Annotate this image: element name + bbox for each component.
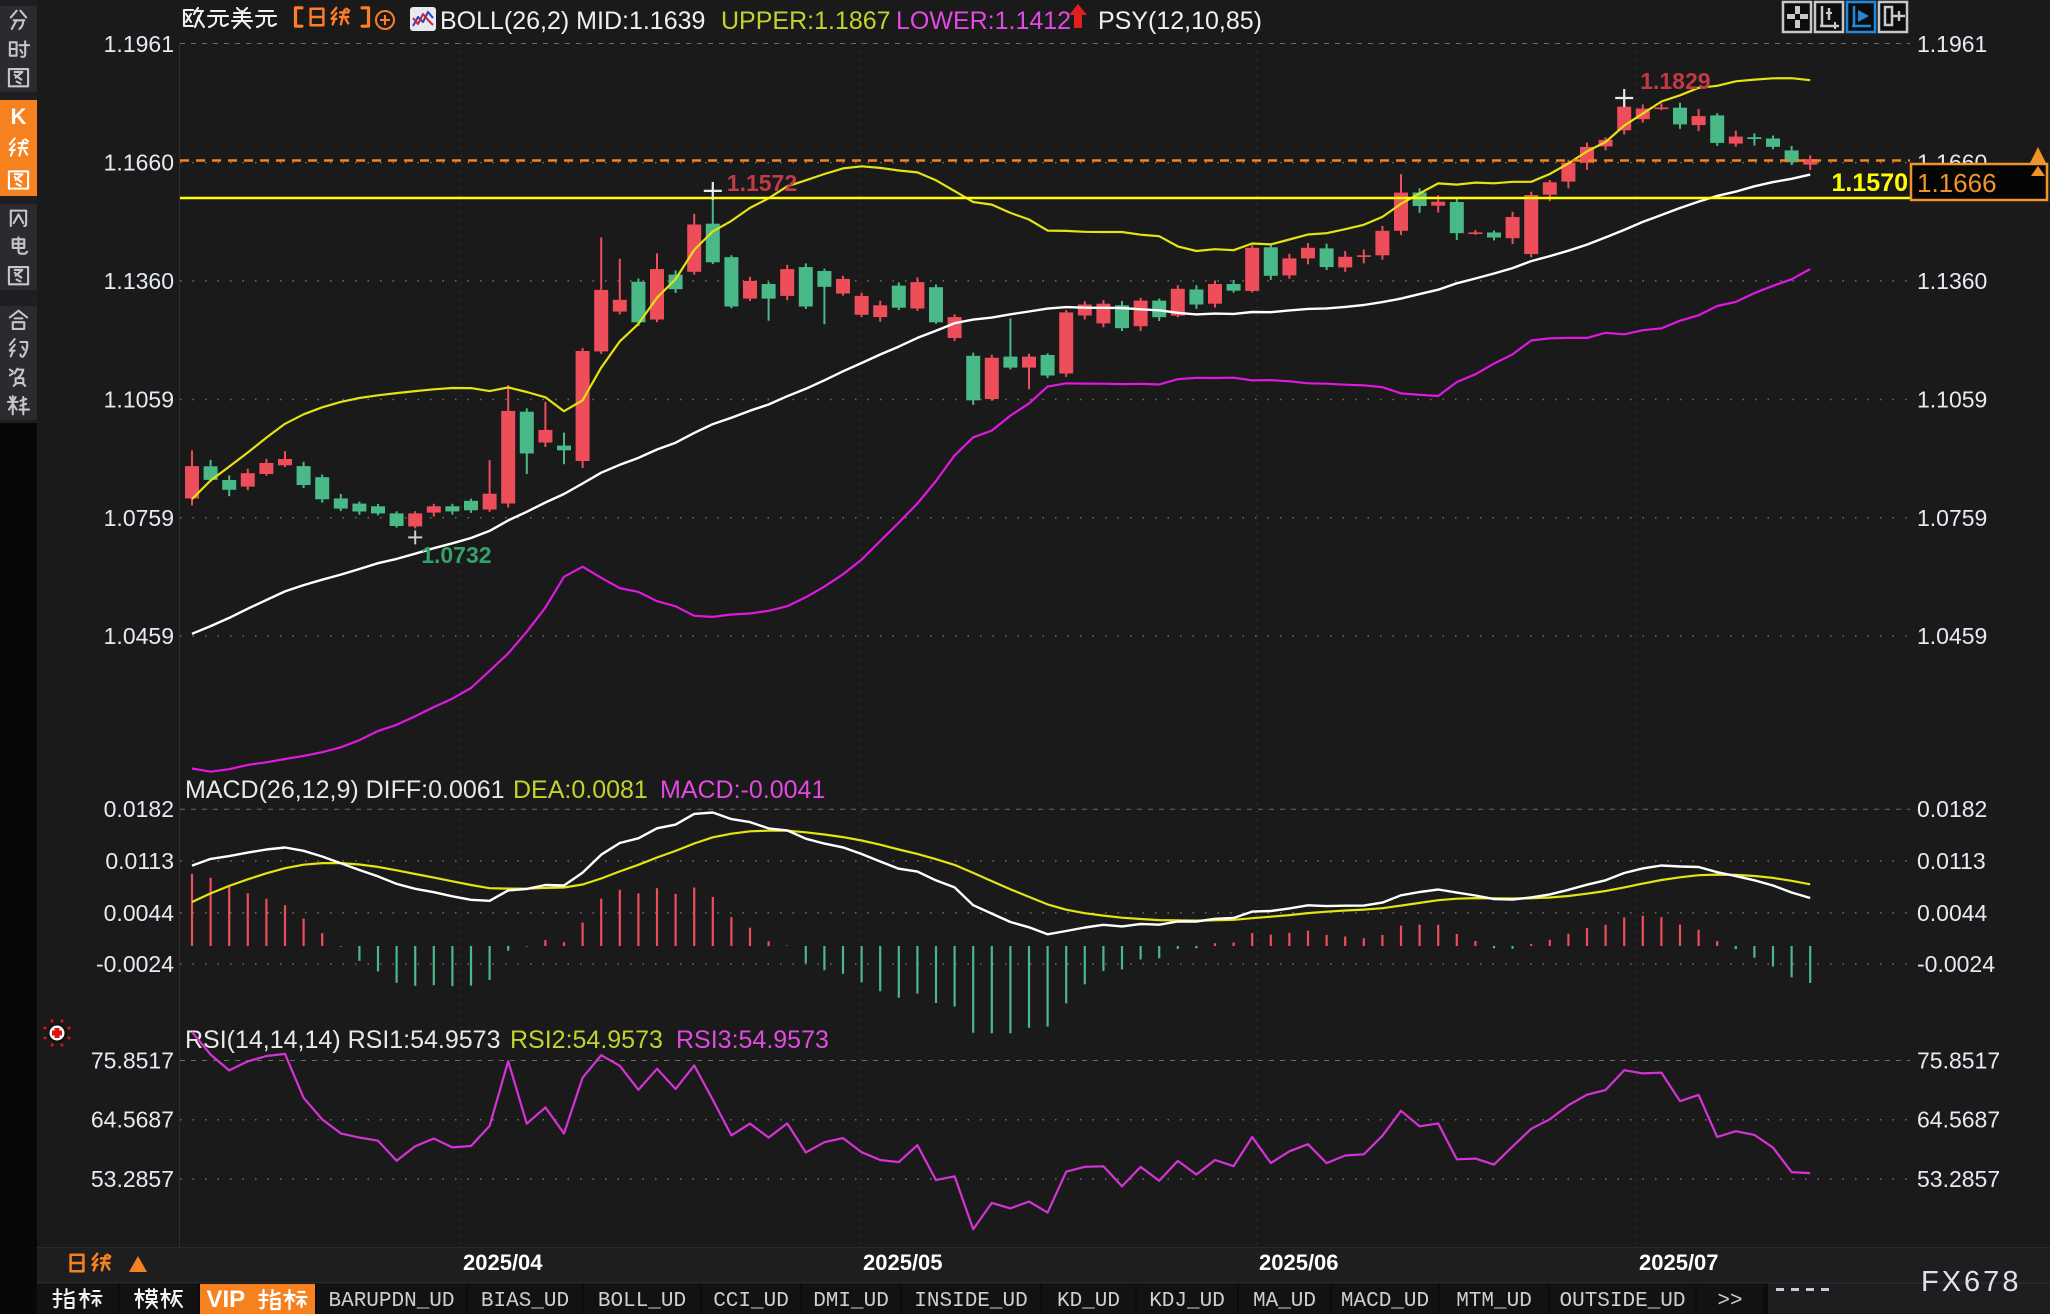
svg-text:OUTSIDE_UD: OUTSIDE_UD [1559, 1290, 1685, 1313]
svg-text:0.0113: 0.0113 [105, 848, 174, 874]
svg-text:MACD(26,12,9) DIFF:0.0061: MACD(26,12,9) DIFF:0.0061 [185, 776, 505, 804]
svg-text:1.1660: 1.1660 [104, 150, 174, 176]
svg-text:RSI3:54.9573: RSI3:54.9573 [676, 1026, 829, 1054]
svg-text:0.0182: 0.0182 [104, 796, 174, 822]
svg-text:1.1829: 1.1829 [1640, 68, 1710, 94]
svg-text:LOWER:1.1412: LOWER:1.1412 [896, 7, 1071, 35]
svg-text:DEA:0.0081: DEA:0.0081 [513, 776, 648, 804]
svg-text:1.0732: 1.0732 [421, 542, 491, 568]
svg-text:1.1961: 1.1961 [1917, 31, 1987, 57]
svg-text:64.5687: 64.5687 [91, 1107, 174, 1133]
svg-text:0.0044: 0.0044 [1917, 900, 1988, 926]
svg-text:-0.0024: -0.0024 [96, 951, 174, 977]
svg-text:1.1059: 1.1059 [1917, 387, 1987, 413]
svg-text:1.1572: 1.1572 [727, 170, 797, 196]
svg-text:1.1360: 1.1360 [1917, 268, 1987, 294]
svg-text:BARUPDN_UD: BARUPDN_UD [328, 1290, 454, 1313]
svg-text:0.0113: 0.0113 [1917, 848, 1986, 874]
svg-text:MACD:-0.0041: MACD:-0.0041 [660, 776, 825, 804]
svg-text:KD_UD: KD_UD [1057, 1290, 1120, 1313]
svg-text:MTM_UD: MTM_UD [1456, 1290, 1532, 1313]
svg-text:FX678: FX678 [1921, 1266, 2021, 1298]
svg-text:1.1961: 1.1961 [104, 31, 174, 57]
svg-text:1.1059: 1.1059 [104, 387, 174, 413]
svg-text:2025/04: 2025/04 [463, 1250, 543, 1275]
svg-text:K: K [11, 104, 27, 129]
svg-text:VIP: VIP [207, 1286, 246, 1313]
svg-text:0.0182: 0.0182 [1917, 796, 1987, 822]
svg-text:2025/07: 2025/07 [1639, 1250, 1719, 1275]
svg-text:1.0459: 1.0459 [1917, 623, 1987, 649]
svg-text:RSI2:54.9573: RSI2:54.9573 [510, 1026, 663, 1054]
svg-text:CCI_UD: CCI_UD [713, 1290, 789, 1313]
svg-text:1.1360: 1.1360 [104, 268, 174, 294]
svg-text:1.0459: 1.0459 [104, 623, 174, 649]
svg-text:PSY(12,10,85): PSY(12,10,85) [1098, 7, 1262, 35]
svg-text:1.0759: 1.0759 [104, 505, 174, 531]
svg-text:64.5687: 64.5687 [1917, 1107, 2000, 1133]
svg-text:1.1570: 1.1570 [1832, 169, 1908, 197]
svg-text:KDJ_UD: KDJ_UD [1149, 1290, 1225, 1313]
svg-text:>>: >> [1717, 1290, 1742, 1313]
svg-text:1.0759: 1.0759 [1917, 505, 1987, 531]
svg-text:MA_UD: MA_UD [1253, 1290, 1316, 1313]
svg-text:BOLL(26,2) MID:1.1639: BOLL(26,2) MID:1.1639 [440, 7, 705, 35]
svg-text:RSI(14,14,14) RSI1:54.9573: RSI(14,14,14) RSI1:54.9573 [185, 1026, 500, 1054]
svg-text:-0.0024: -0.0024 [1917, 951, 1995, 977]
svg-text:UPPER:1.1867: UPPER:1.1867 [721, 7, 891, 35]
svg-text:BIAS_UD: BIAS_UD [481, 1290, 569, 1313]
svg-text:BOLL_UD: BOLL_UD [598, 1290, 686, 1313]
svg-text:75.8517: 75.8517 [1917, 1048, 2000, 1074]
svg-text:2025/05: 2025/05 [863, 1250, 943, 1275]
svg-text:53.2857: 53.2857 [91, 1166, 174, 1192]
svg-text:2025/06: 2025/06 [1259, 1250, 1339, 1275]
svg-text:1.1666: 1.1666 [1917, 168, 1997, 198]
svg-text:MACD_UD: MACD_UD [1341, 1290, 1429, 1313]
svg-text:DMI_UD: DMI_UD [813, 1290, 889, 1313]
svg-text:INSIDE_UD: INSIDE_UD [914, 1290, 1027, 1313]
svg-text:53.2857: 53.2857 [1917, 1166, 2000, 1192]
svg-text:75.8517: 75.8517 [91, 1048, 174, 1074]
svg-text:0.0044: 0.0044 [104, 900, 175, 926]
